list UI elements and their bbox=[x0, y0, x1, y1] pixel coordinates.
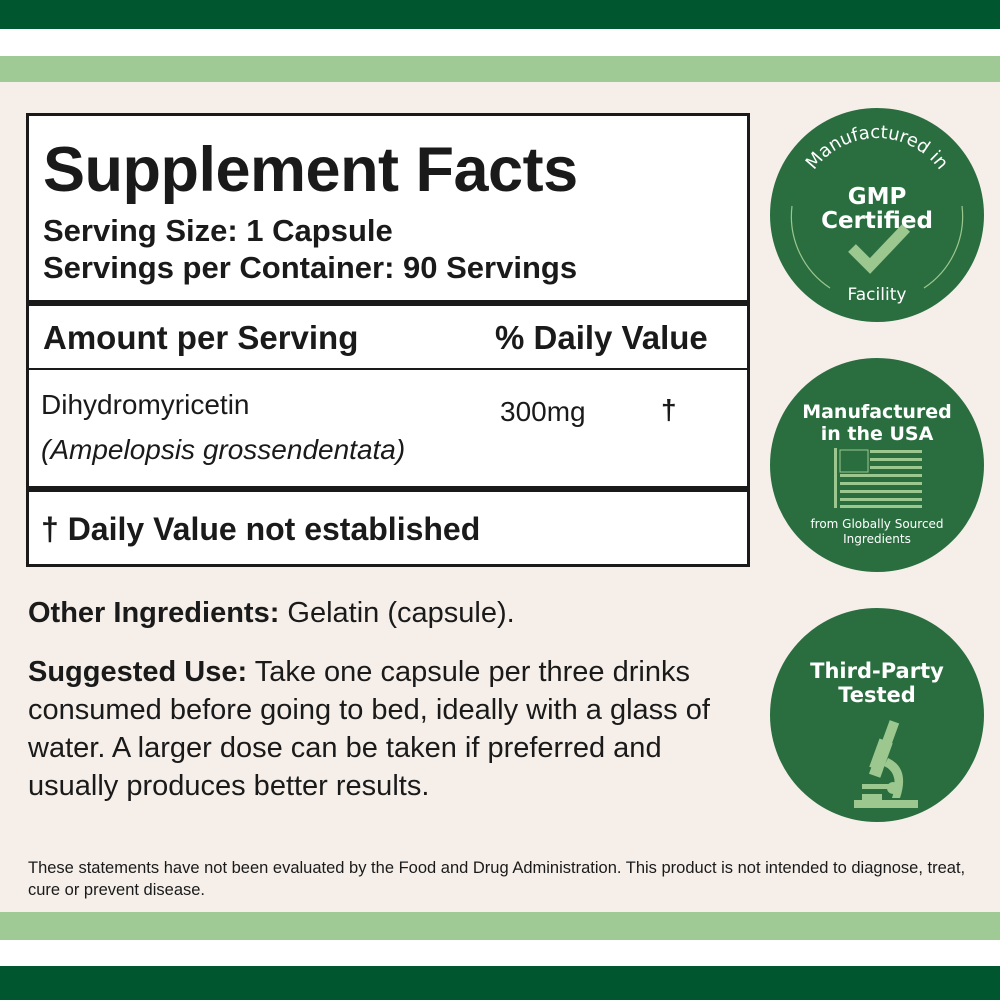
badge-line2: Tested bbox=[838, 683, 916, 707]
ingredient-daily-value: † bbox=[661, 394, 677, 425]
header-daily-value: % Daily Value bbox=[495, 319, 708, 356]
made-in-usa-badge: Manufactured in the USA from Globally So… bbox=[770, 358, 984, 572]
microscope-icon bbox=[854, 720, 918, 808]
fda-disclaimer: These statements have not been evaluated… bbox=[28, 857, 978, 901]
badge-line2: Certified bbox=[821, 208, 933, 234]
bottom-light-band bbox=[0, 912, 1000, 940]
gmp-certified-badge: Manufactured in GMP Certified Facility bbox=[770, 108, 984, 322]
us-flag-icon bbox=[834, 448, 922, 508]
top-dark-band bbox=[0, 0, 1000, 29]
badge-line1: Third-Party bbox=[810, 659, 944, 683]
third-party-tested-badge: Third-Party Tested bbox=[770, 608, 984, 822]
badge-sub1: from Globally Sourced bbox=[810, 517, 943, 531]
footnote: † Daily Value not established bbox=[41, 511, 481, 547]
badge-line1: GMP bbox=[848, 184, 907, 210]
ingredient-name: Dihydromyricetin bbox=[41, 389, 250, 420]
facts-title: Supplement Facts bbox=[43, 135, 578, 205]
top-white-band bbox=[0, 29, 1000, 56]
bottom-dark-band bbox=[0, 966, 1000, 1000]
ingredient-source: (Ampelopsis grossendentata) bbox=[41, 434, 406, 465]
other-ingredients-label: Other Ingredients: bbox=[28, 597, 280, 629]
header-amount: Amount per Serving bbox=[43, 319, 359, 356]
servings-per-container: Servings per Container: 90 Servings bbox=[43, 250, 578, 285]
serving-size: Serving Size: 1 Capsule bbox=[43, 213, 393, 248]
bottom-white-band bbox=[0, 940, 1000, 966]
checkmark-icon bbox=[848, 224, 910, 274]
suggested-use-label: Suggested Use: bbox=[28, 656, 248, 688]
fda-disclaimer-text: These statements have not been evaluated… bbox=[28, 859, 966, 899]
badge-line2: in the USA bbox=[821, 423, 934, 445]
suggested-use-text: Take one capsule per three drinks consum… bbox=[28, 656, 710, 802]
thick-divider bbox=[29, 300, 747, 306]
badge-line1: Manufactured bbox=[802, 401, 952, 423]
thin-divider bbox=[29, 368, 747, 370]
thick-divider bbox=[29, 486, 747, 492]
other-ingredients-text: Gelatin (capsule). bbox=[279, 597, 515, 629]
suggested-use: Suggested Use: Take one capsule per thre… bbox=[28, 653, 758, 805]
ingredient-amount: 300mg bbox=[500, 396, 586, 427]
badge-bottom-arc-text: Facility bbox=[848, 285, 907, 305]
top-light-band bbox=[0, 56, 1000, 82]
other-ingredients: Other Ingredients: Gelatin (capsule). bbox=[28, 594, 758, 632]
badge-sub2: Ingredients bbox=[843, 532, 911, 546]
supplement-facts-panel: Supplement Facts Serving Size: 1 Capsule… bbox=[26, 113, 750, 567]
